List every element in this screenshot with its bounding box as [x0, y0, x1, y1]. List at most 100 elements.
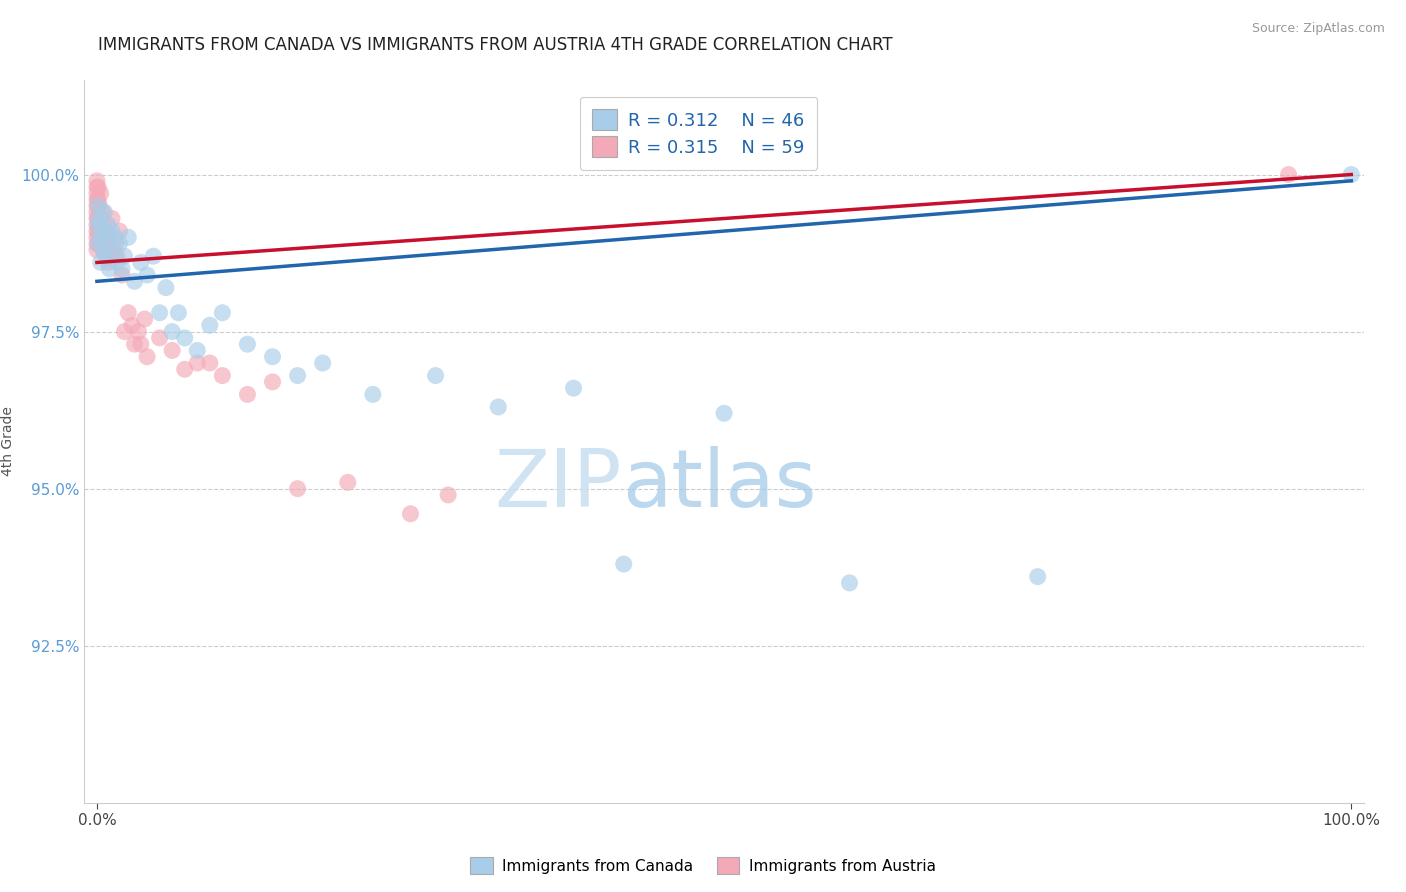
Point	[136, 350, 159, 364]
Point	[127, 325, 149, 339]
Point	[149, 306, 172, 320]
Point	[134, 312, 156, 326]
Point	[87, 236, 110, 251]
Point	[287, 482, 309, 496]
Point	[103, 243, 125, 257]
Point	[117, 306, 139, 320]
Point	[108, 224, 131, 238]
Point	[86, 186, 108, 201]
Point	[98, 261, 121, 276]
Point	[87, 218, 110, 232]
Point	[437, 488, 460, 502]
Point	[262, 375, 284, 389]
Legend: R = 0.312    N = 46, R = 0.315    N = 59: R = 0.312 N = 46, R = 0.315 N = 59	[579, 96, 817, 169]
Point	[90, 211, 112, 226]
Y-axis label: 4th Grade: 4th Grade	[0, 407, 14, 476]
Point	[94, 243, 117, 257]
Point	[86, 205, 108, 219]
Point	[104, 236, 127, 251]
Point	[90, 224, 112, 238]
Point	[98, 230, 121, 244]
Point	[173, 331, 195, 345]
Text: IMMIGRANTS FROM CANADA VS IMMIGRANTS FROM AUSTRIA 4TH GRADE CORRELATION CHART: IMMIGRANTS FROM CANADA VS IMMIGRANTS FRO…	[98, 36, 893, 54]
Point	[236, 337, 259, 351]
Point	[91, 243, 114, 257]
Point	[97, 255, 120, 269]
Point	[117, 230, 139, 244]
Point	[1026, 569, 1049, 583]
Point	[86, 236, 108, 251]
Point	[105, 255, 128, 269]
Point	[89, 199, 111, 213]
Point	[87, 211, 110, 226]
Point	[90, 224, 112, 238]
Point	[129, 255, 152, 269]
Point	[173, 362, 195, 376]
Point	[93, 205, 115, 219]
Point	[142, 249, 165, 263]
Point	[86, 180, 108, 194]
Point	[155, 280, 177, 294]
Point	[211, 368, 233, 383]
Point	[336, 475, 359, 490]
Point	[86, 174, 108, 188]
Point	[111, 268, 134, 282]
Point	[613, 557, 636, 571]
Point	[87, 199, 110, 213]
Point	[361, 387, 384, 401]
Point	[104, 230, 127, 244]
Point	[89, 211, 111, 226]
Point	[90, 186, 112, 201]
Point	[149, 331, 172, 345]
Point	[167, 306, 190, 320]
Point	[93, 230, 115, 244]
Point	[713, 406, 735, 420]
Point	[108, 236, 131, 251]
Point	[87, 224, 110, 238]
Point	[399, 507, 422, 521]
Point	[100, 243, 122, 257]
Point	[160, 343, 183, 358]
Point	[101, 224, 124, 238]
Point	[89, 218, 111, 232]
Point	[838, 575, 860, 590]
Point	[86, 193, 108, 207]
Point	[1277, 168, 1299, 182]
Point	[160, 325, 183, 339]
Point	[287, 368, 309, 383]
Point	[86, 230, 108, 244]
Point	[114, 249, 136, 263]
Point	[111, 261, 134, 276]
Text: atlas: atlas	[621, 446, 815, 524]
Point	[101, 211, 124, 226]
Point	[198, 318, 221, 333]
Point	[236, 387, 259, 401]
Point	[198, 356, 221, 370]
Point	[1340, 168, 1362, 182]
Point	[86, 224, 108, 238]
Point	[86, 218, 108, 232]
Point	[87, 180, 110, 194]
Legend: Immigrants from Canada, Immigrants from Austria: Immigrants from Canada, Immigrants from …	[464, 851, 942, 880]
Point	[96, 230, 118, 244]
Point	[97, 218, 120, 232]
Point	[90, 230, 112, 244]
Point	[87, 199, 110, 213]
Point	[486, 400, 509, 414]
Text: Source: ZipAtlas.com: Source: ZipAtlas.com	[1251, 22, 1385, 36]
Point	[103, 249, 125, 263]
Point	[121, 318, 143, 333]
Point	[186, 356, 208, 370]
Point	[87, 193, 110, 207]
Point	[124, 337, 146, 351]
Text: ZIP: ZIP	[495, 446, 621, 524]
Point	[262, 350, 284, 364]
Point	[105, 249, 128, 263]
Point	[94, 249, 117, 263]
Point	[90, 255, 112, 269]
Point	[86, 199, 108, 213]
Point	[86, 243, 108, 257]
Point	[96, 218, 118, 232]
Point	[114, 325, 136, 339]
Point	[87, 236, 110, 251]
